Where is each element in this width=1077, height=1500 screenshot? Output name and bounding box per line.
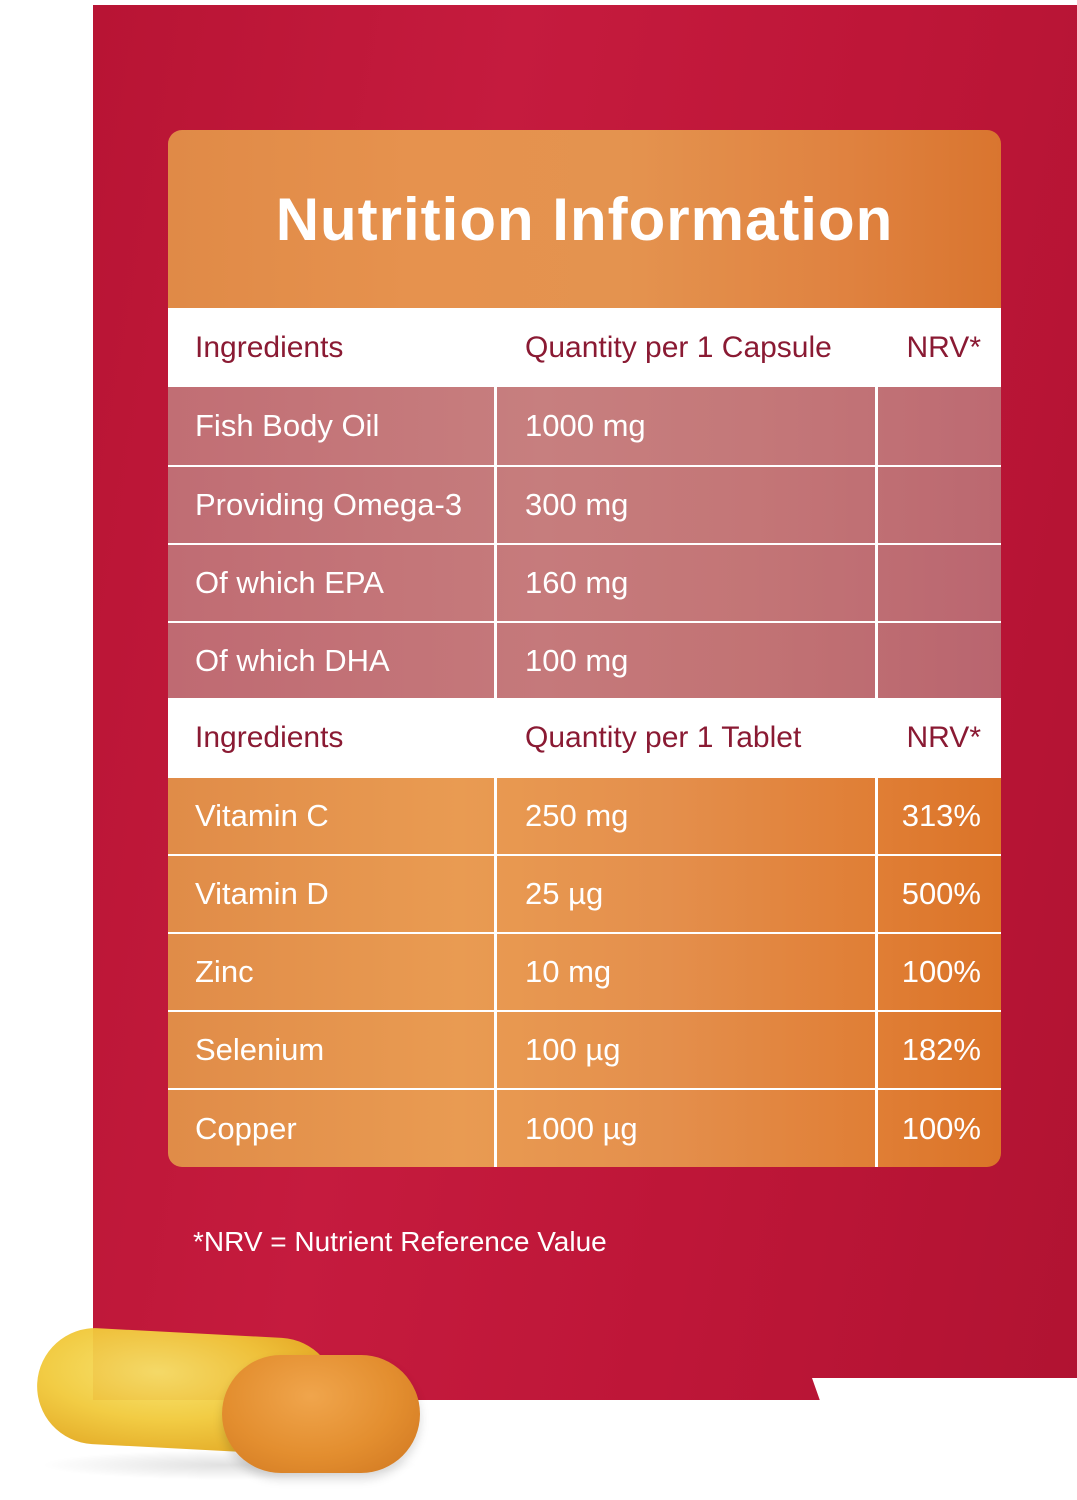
header-nrv: NRV*: [906, 721, 981, 754]
ingredient-quantity: 10 mg: [525, 954, 612, 989]
ingredient-name: Providing Omega-3: [195, 487, 463, 522]
header-ingredients: Ingredients: [195, 721, 344, 754]
ingredient-quantity: 1000 mg: [525, 408, 646, 443]
ingredient-nrv: 182%: [901, 1032, 981, 1067]
column-divider: [494, 778, 497, 1167]
row-divider: [168, 932, 1001, 934]
box-edge-cutout: [812, 1378, 1077, 1408]
column-divider: [875, 778, 878, 1167]
ingredient-name: Of which DHA: [195, 642, 390, 678]
capsule-table-header: Ingredients Quantity per 1 Capsule NRV*: [168, 308, 1001, 387]
ingredient-name: Selenium: [195, 1032, 325, 1067]
ingredient-quantity: 1000 µg: [525, 1110, 638, 1146]
header-nrv: NRV*: [906, 330, 981, 364]
table-row: Zinc 10 mg 100%: [168, 934, 1001, 1010]
table-row: Fish Body Oil 1000 mg: [168, 387, 1001, 465]
row-divider: [168, 621, 1001, 623]
row-divider: [168, 854, 1001, 856]
header-quantity: Quantity per 1 Capsule: [525, 330, 832, 364]
ingredient-name: Copper: [195, 1110, 297, 1146]
nrv-footnote: *NRV = Nutrient Reference Value: [193, 1226, 607, 1257]
ingredient-quantity: 25 µg: [525, 876, 604, 911]
table-row: Vitamin D 25 µg 500%: [168, 856, 1001, 932]
row-divider: [168, 543, 1001, 545]
ingredient-nrv: 100%: [901, 954, 981, 989]
column-divider: [494, 387, 497, 698]
ingredient-quantity: 100 µg: [525, 1032, 621, 1067]
row-divider: [168, 465, 1001, 467]
nutrition-panel-bottom: [168, 778, 1001, 1167]
table-row: Copper 1000 µg 100%: [168, 1090, 1001, 1167]
table-row: Selenium 100 µg 182%: [168, 1012, 1001, 1088]
ingredient-name: Fish Body Oil: [195, 408, 380, 443]
header-ingredients: Ingredients: [195, 330, 344, 364]
ingredient-quantity: 160 mg: [525, 565, 629, 600]
ingredient-quantity: 300 mg: [525, 487, 629, 522]
ingredient-nrv: 500%: [901, 876, 981, 911]
row-divider: [168, 1088, 1001, 1090]
header-quantity: Quantity per 1 Tablet: [525, 721, 802, 754]
table-row: Of which DHA 100 mg: [168, 623, 1001, 698]
multivitamin-tablet-image: [222, 1355, 420, 1473]
table-row: Of which EPA 160 mg: [168, 545, 1001, 621]
ingredient-nrv: 100%: [901, 1110, 981, 1146]
ingredient-quantity: 100 mg: [525, 642, 629, 678]
ingredient-name: Vitamin C: [195, 798, 329, 833]
table-row: Vitamin C 250 mg 313%: [168, 778, 1001, 854]
tablet-table-header: Ingredients Quantity per 1 Tablet NRV*: [168, 698, 1001, 778]
ingredient-name: Vitamin D: [195, 876, 329, 911]
row-divider: [168, 1010, 1001, 1012]
column-divider: [875, 387, 878, 698]
nutrition-title: Nutrition Information: [275, 185, 894, 253]
table-row: Providing Omega-3 300 mg: [168, 467, 1001, 543]
ingredient-quantity: 250 mg: [525, 798, 629, 833]
ingredient-name: Of which EPA: [195, 565, 384, 600]
ingredient-nrv: 313%: [901, 798, 981, 833]
ingredient-name: Zinc: [195, 954, 254, 989]
